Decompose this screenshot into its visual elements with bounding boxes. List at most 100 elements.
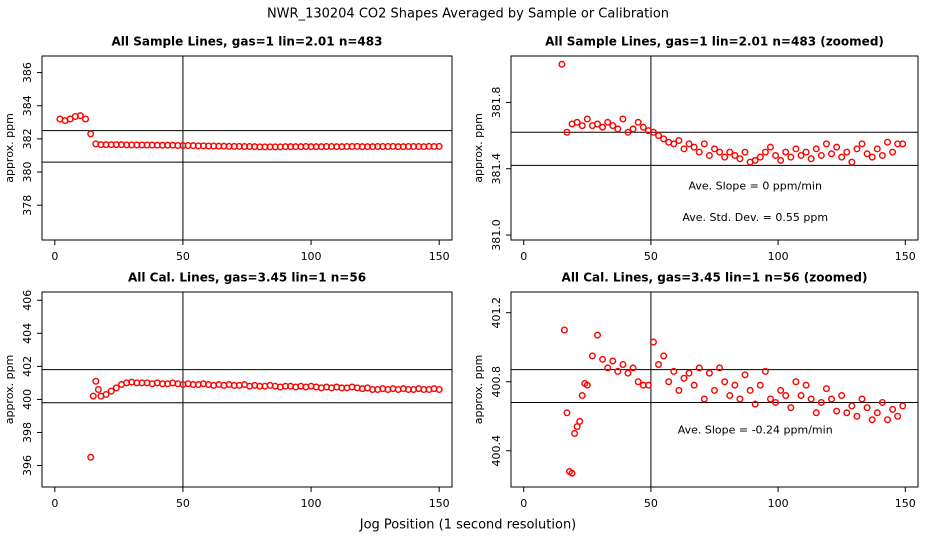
point: [787, 153, 795, 161]
point: [711, 145, 719, 153]
point: [705, 369, 713, 377]
panel-title: All Sample Lines, gas=1 lin=2.01 n=483 (…: [545, 35, 884, 49]
point: [828, 150, 836, 158]
point: [853, 145, 861, 153]
point: [660, 135, 668, 143]
y-tick-label: 381.0: [490, 219, 503, 251]
plot-frame: [510, 55, 919, 241]
point: [751, 400, 759, 408]
point: [822, 385, 830, 393]
x-tick-label: 50: [644, 497, 658, 510]
point: [578, 122, 586, 130]
point: [649, 338, 657, 346]
point: [573, 118, 581, 126]
point: [833, 143, 841, 151]
point: [690, 381, 698, 389]
point: [833, 407, 841, 415]
point: [599, 123, 607, 131]
plot-frame: [41, 55, 453, 241]
x-tick-label: 50: [644, 250, 658, 263]
point: [107, 387, 115, 395]
x-tick-label: 100: [301, 497, 322, 510]
point: [812, 145, 820, 153]
point: [736, 155, 744, 163]
y-tick-label: 400.4: [490, 435, 503, 467]
point: [787, 404, 795, 412]
point: [624, 369, 632, 377]
point: [578, 392, 586, 400]
point: [588, 352, 596, 360]
point: [777, 156, 785, 164]
point: [848, 402, 856, 410]
y-axis-label: approx. ppm: [3, 355, 16, 425]
point: [772, 151, 780, 159]
point: [853, 412, 861, 420]
point: [571, 430, 579, 438]
point: [609, 122, 617, 130]
x-tick-label: 100: [768, 250, 789, 263]
x-tick-label: 100: [301, 250, 322, 263]
point: [782, 392, 790, 400]
point: [726, 392, 734, 400]
point: [700, 395, 708, 403]
y-tick-label: 400.8: [490, 366, 503, 398]
point: [660, 352, 668, 360]
point: [741, 148, 749, 156]
point: [878, 398, 886, 406]
y-tick-label: 384: [21, 95, 34, 116]
point: [721, 378, 729, 386]
point: [599, 355, 607, 363]
point: [670, 367, 678, 375]
point: [828, 395, 836, 403]
point: [87, 130, 95, 138]
point: [593, 331, 601, 339]
point: [782, 148, 790, 156]
point: [741, 371, 749, 379]
point: [680, 374, 688, 382]
point: [766, 143, 774, 151]
point: [655, 360, 663, 368]
point: [690, 143, 698, 151]
point: [700, 140, 708, 148]
point: [619, 115, 627, 123]
point: [858, 395, 866, 403]
point: [604, 118, 612, 126]
annotation: Ave. Slope = -0.24 ppm/min: [678, 423, 833, 436]
y-axis-label: approx. ppm: [472, 113, 485, 183]
point: [868, 153, 876, 161]
point: [858, 140, 866, 148]
point: [614, 125, 622, 133]
point: [685, 140, 693, 148]
figure-title: NWR_130204 CO2 Shapes Averaged by Sample…: [267, 7, 669, 22]
point: [899, 402, 907, 410]
x-tick-label: 150: [895, 497, 916, 510]
x-tick-label: 0: [520, 497, 527, 510]
point: [756, 381, 764, 389]
point: [883, 416, 891, 424]
x-tick-label: 150: [429, 497, 450, 510]
y-tick-label: 406: [21, 290, 34, 311]
point: [629, 125, 637, 133]
panel-title: All Cal. Lines, gas=3.45 lin=1 n=56: [128, 271, 366, 285]
point: [558, 60, 566, 68]
point: [680, 145, 688, 153]
point: [629, 364, 637, 372]
point: [644, 381, 652, 389]
panel-title: All Cal. Lines, gas=3.45 lin=1 n=56 (zoo…: [562, 271, 868, 285]
point: [802, 381, 810, 389]
x-tick-label: 150: [895, 250, 916, 263]
point: [112, 384, 120, 392]
point: [878, 151, 886, 159]
point: [89, 392, 97, 400]
point: [822, 140, 830, 148]
point: [87, 453, 95, 461]
x-tick-label: 0: [51, 497, 58, 510]
y-tick-label: 400: [21, 389, 34, 410]
point: [721, 153, 729, 161]
x-tick-label: 100: [768, 497, 789, 510]
point: [797, 151, 805, 159]
annotation: Ave. Std. Dev. = 0.55 ppm: [682, 211, 828, 224]
point: [695, 148, 703, 156]
point: [777, 386, 785, 394]
